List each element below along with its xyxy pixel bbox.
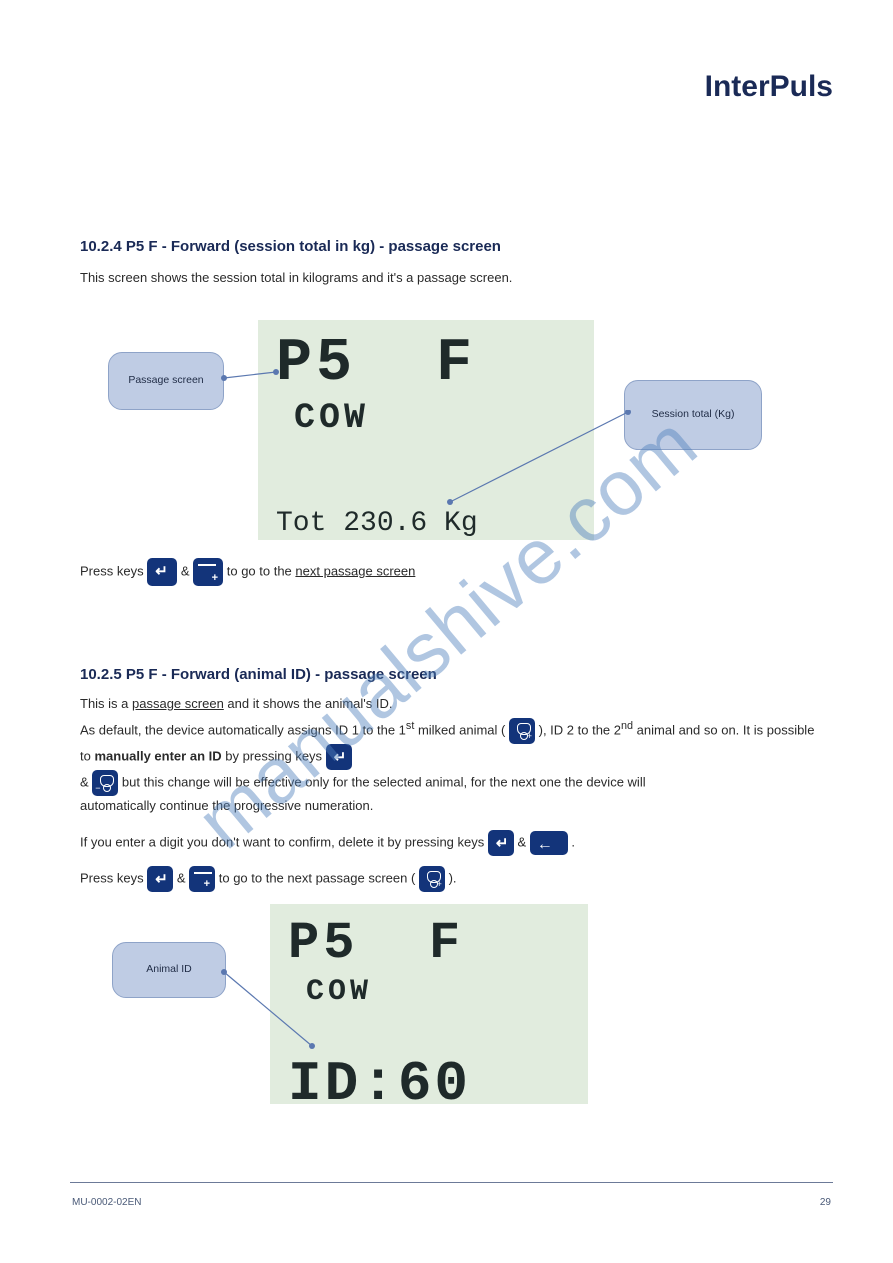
s2-l2b-tail: by pressing keys <box>222 748 322 763</box>
s2-line2e: If you enter a digit you don't want to c… <box>80 830 820 856</box>
lcd1-cow: COW <box>294 398 369 438</box>
enter-icon <box>147 558 177 586</box>
cow-plus-icon: + <box>509 718 535 744</box>
pulse-plus-icon <box>193 558 223 586</box>
lcd2-row1: P5 F COW <box>288 918 570 1022</box>
txt-togo-1: to go to the <box>227 563 296 578</box>
cow-plus-icon-2: + <box>419 866 445 892</box>
section-2-heading: 10.2.5 P5 F - Forward (animal ID) - pass… <box>80 666 437 683</box>
s2-l2c-start: & <box>80 774 92 789</box>
s2-l2f-end: ). <box>449 870 457 885</box>
s2-l2b-bold: manually enter an ID <box>94 748 221 763</box>
section2-intro: This is a passage screen and it shows th… <box>80 694 820 714</box>
s2-l2f-start: Press keys <box>80 870 147 885</box>
txt-amp-1: & <box>181 563 193 578</box>
s2-intro-a: This is a <box>80 696 132 711</box>
s2-line2f: Press keys & to go to the next passage s… <box>80 866 820 892</box>
lcd1-p5: P5 <box>276 330 356 398</box>
s2-l2f-2: to go to the next passage screen ( <box>219 870 416 885</box>
lcd1-row1: P5 F COW <box>276 334 576 454</box>
pulse-plus-icon-2 <box>189 866 215 892</box>
enter-icon-3 <box>488 830 514 856</box>
lcd1-row2: Tot 230.6 Kg <box>276 508 576 539</box>
link-next-passage-1: next passage screen <box>295 563 415 578</box>
footer-page-number: 29 <box>820 1197 831 1208</box>
s2-l2b-sup: nd <box>621 720 633 732</box>
lcd2-p5: P5 <box>288 914 358 973</box>
s2-l2a-txt: As default, the device automatically ass… <box>80 722 406 737</box>
s2-l2d: automatically continue the progressive n… <box>80 798 373 813</box>
s2-l2a-end: milked animal ( <box>414 722 505 737</box>
section-1-intro: This screen shows the session total in k… <box>80 268 780 288</box>
section1-keyrow: Press keys & to go to the next passage s… <box>80 558 780 586</box>
section-1-heading: 10.2.4 P5 F - Forward (session total in … <box>80 238 501 255</box>
lcd2-f: F <box>429 914 464 973</box>
arrow-left-icon <box>530 831 568 855</box>
s2-l2c-end: but this change will be effective only f… <box>122 774 646 789</box>
lcd1-f: F <box>436 330 476 398</box>
cow-minus-icon: − <box>92 770 118 796</box>
s2-intro-u: passage screen <box>132 696 224 711</box>
lcd-screen-2: P5 F COW ID:60 <box>270 904 588 1104</box>
footer-doc-id: MU-0002-02EN <box>72 1197 141 1208</box>
s2-line2a: As default, the device automatically ass… <box>80 718 820 816</box>
footer-divider <box>70 1182 833 1183</box>
lcd2-row2: ID:60 <box>288 1052 570 1116</box>
s2-l2e-txt: If you enter a digit you don't want to c… <box>80 834 488 849</box>
s2-intro-b: and it shows the animal's ID. <box>227 696 392 711</box>
enter-icon-4 <box>147 866 173 892</box>
s2-l2f-mid: & <box>177 870 189 885</box>
lcd2-cow: COW <box>306 975 372 1009</box>
enter-icon-2 <box>326 744 352 770</box>
brand-logo: InterPuls <box>705 70 833 104</box>
callout-session-total: Session total (Kg) <box>624 380 762 450</box>
lcd-screen-1: P5 F COW Tot 230.6 Kg <box>258 320 594 540</box>
s2-l2b-start: ), ID 2 to the 2 <box>539 722 621 737</box>
txt-press-keys-1a: Press keys <box>80 563 147 578</box>
callout-passage-screen: Passage screen <box>108 352 224 410</box>
callout-animal-id: Animal ID <box>112 942 226 998</box>
s2-l2e-mid: & <box>518 834 530 849</box>
s2-l2e-end: . <box>571 834 575 849</box>
